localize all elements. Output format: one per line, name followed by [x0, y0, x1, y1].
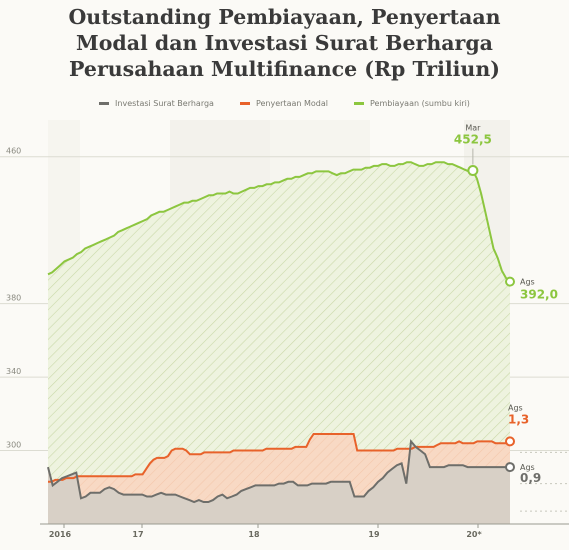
- legend-item-pembiayaan: Pembiayaan (sumbu kiri): [353, 99, 470, 108]
- y-tick-label: 460: [6, 147, 21, 156]
- legend-label-pembiayaan: Pembiayaan (sumbu kiri): [369, 99, 470, 108]
- x-tick-label: 18: [248, 530, 260, 539]
- y-tick-label: 380: [6, 294, 21, 303]
- pembiayaan-end-marker: [505, 276, 515, 287]
- chart-title: Outstanding Pembiayaan, Penyertaan Modal…: [0, 4, 569, 82]
- x-tick-label: 2016: [49, 530, 72, 539]
- legend-swatch-penyertaan: [239, 102, 250, 105]
- peak-month-label: Mar: [465, 124, 481, 133]
- penyertaan-end-value: 1,3: [508, 412, 529, 426]
- legend-item-penyertaan: Penyertaan Modal: [239, 99, 328, 108]
- x-tick-label: 20*: [466, 530, 482, 539]
- investasi-line: [47, 438, 510, 504]
- peak-marker: [467, 165, 479, 176]
- title-line-1: Outstanding Pembiayaan, Penyertaan: [68, 5, 501, 29]
- title-line-2: Modal dan Investasi Surat Berharga: [76, 31, 493, 55]
- pembiayaan-end-value: 392,0: [520, 288, 558, 302]
- pembiayaan-area-hatch: [48, 162, 510, 524]
- penyertaan-end-marker: [505, 436, 515, 447]
- x-tick-label: 17: [132, 530, 143, 539]
- investasi-end-month: Ags: [520, 463, 535, 472]
- x-tick-label: 19: [368, 530, 380, 539]
- y-tick-label: 300: [6, 441, 21, 450]
- legend-item-investasi: Investasi Surat Berharga: [99, 99, 214, 108]
- legend-label-investasi: Investasi Surat Berharga: [115, 99, 214, 108]
- investasi-area: [48, 441, 510, 524]
- investasi-end-marker: [505, 462, 515, 473]
- title-line-3: Perusahaan Multifinance (Rp Triliun): [69, 57, 500, 81]
- penyertaan-end-month: Ags: [508, 403, 523, 412]
- peak-value-label: 452,5: [454, 133, 492, 147]
- legend-swatch-pembiayaan: [353, 102, 364, 105]
- legend-label-penyertaan: Penyertaan Modal: [255, 99, 328, 108]
- pembiayaan-end-month: Ags: [520, 278, 535, 287]
- legend: Investasi Surat Berharga Penyertaan Moda…: [0, 99, 569, 108]
- penyertaan-line: [48, 433, 511, 483]
- pembiayaan-line: [47, 161, 511, 283]
- investasi-end-value: 0,9: [520, 471, 541, 485]
- chart-plot: 460380340300Mar452,5Ags392,0Ags1,3Ags0,9…: [0, 120, 569, 539]
- y-tick-label: 340: [6, 367, 21, 376]
- legend-swatch-investasi: [99, 102, 110, 105]
